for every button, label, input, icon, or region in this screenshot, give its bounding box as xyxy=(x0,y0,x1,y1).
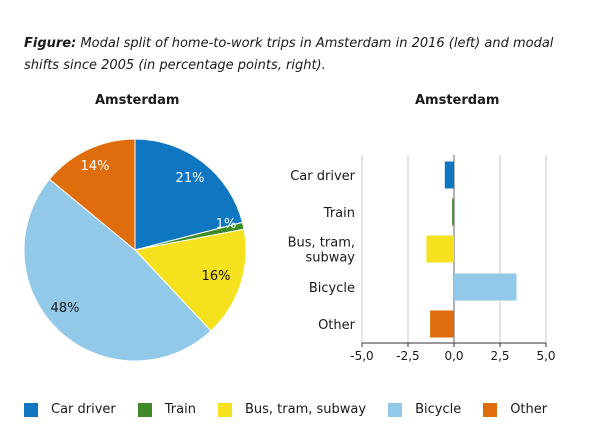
legend-label: Train xyxy=(164,402,196,417)
category-label-bus-tram-subway: Bus, tram, xyxy=(288,236,355,251)
legend-item-other: Other xyxy=(483,402,547,417)
bar-other xyxy=(430,310,454,338)
legend-item-car-driver: Car driver xyxy=(24,402,116,417)
bar-bus-tram-subway xyxy=(426,235,454,263)
x-tick-label: 2,5 xyxy=(490,349,509,363)
caption-label: Figure: xyxy=(24,36,77,51)
bar-car-driver xyxy=(444,161,454,189)
legend-item-bus-tram-subway: Bus, tram, subway xyxy=(217,402,367,417)
pie-slice-car-driver xyxy=(134,138,244,251)
legend-swatch xyxy=(388,402,403,417)
pie-slice-bus-tram-subway xyxy=(134,228,247,332)
figure-caption: Figure: Modal split of home-to-work trip… xyxy=(24,33,574,77)
pie-chart-title: Amsterdam xyxy=(95,93,180,108)
category-label-other: Other xyxy=(318,318,356,333)
category-label-bicycle: Bicycle xyxy=(309,281,355,296)
legend-item-train: Train xyxy=(137,402,196,417)
pie-label-train: 1% xyxy=(216,217,237,232)
x-tick-label: -2,5 xyxy=(396,349,419,363)
legend-swatch xyxy=(137,402,152,417)
x-tick-label: 0,0 xyxy=(444,349,463,363)
bar-bicycle xyxy=(454,273,517,301)
pie-label-car-driver: 21% xyxy=(176,171,205,186)
bar-chart-title: Amsterdam xyxy=(415,93,500,108)
pie-slice-other xyxy=(48,138,136,252)
x-tick-label: -5,0 xyxy=(350,349,373,363)
pie-label-bus-tram-subway: 16% xyxy=(202,269,231,284)
legend-label: Other xyxy=(510,402,548,417)
legend-label: Car driver xyxy=(51,402,116,417)
caption-text: Modal split of home-to-work trips in Ams… xyxy=(24,36,554,73)
legend-label: Bicycle xyxy=(415,402,462,417)
pie-label-other: 14% xyxy=(81,159,110,174)
category-label-bus-tram-subway: subway xyxy=(305,251,355,266)
legend-label: Bus, tram, subway xyxy=(244,402,367,417)
category-label-train: Train xyxy=(323,206,355,221)
pie-slice-bicycle xyxy=(23,178,212,362)
legend: Car driver Train Bus, tram, subway Bicycle O… xyxy=(24,402,569,417)
legend-swatch xyxy=(24,402,38,417)
category-label-car-driver: Car driver xyxy=(290,169,355,184)
x-tick-label: 5,0 xyxy=(536,349,555,363)
bar-train xyxy=(452,198,454,226)
pie-label-bicycle: 48% xyxy=(51,301,80,316)
legend-item-bicycle: Bicycle xyxy=(388,402,461,417)
legend-swatch xyxy=(217,402,232,417)
legend-swatch xyxy=(483,402,498,417)
